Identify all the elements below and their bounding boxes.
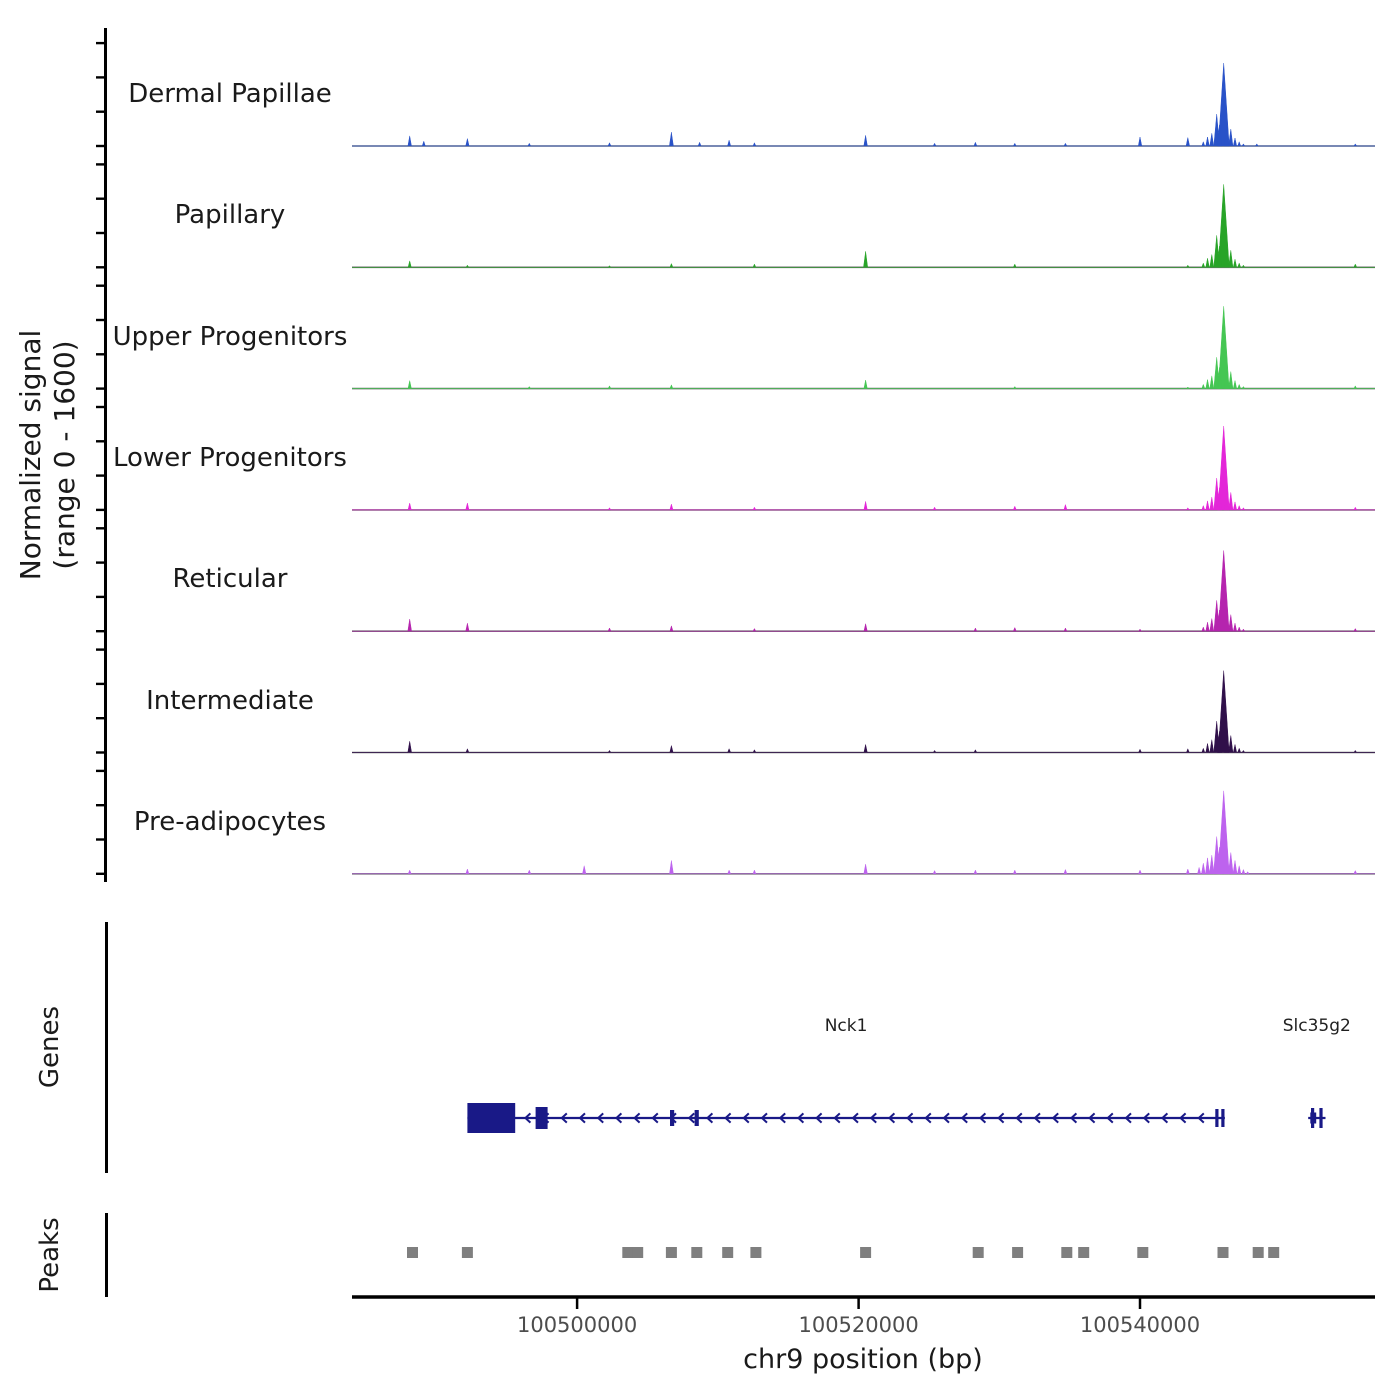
minus-strand-arrow-icon [942,1112,950,1124]
minus-strand-arrow-icon [869,1112,877,1124]
track-label-reticular: Reticular [173,564,288,594]
minus-strand-arrow-icon [1015,1112,1023,1124]
minus-strand-arrow-icon [1142,1112,1150,1124]
exon-block [535,1107,548,1129]
exon-block [1215,1109,1219,1127]
minus-strand-arrow-icon [760,1112,768,1124]
minus-strand-arrow-icon [596,1112,604,1124]
minus-strand-arrow-icon [1051,1112,1059,1124]
minus-strand-arrow-icon [742,1112,750,1124]
minus-strand-arrow-icon [1088,1112,1096,1124]
minus-strand-arrow-icon [960,1112,968,1124]
peak-call-box [1061,1247,1073,1258]
minus-strand-arrow-icon [1179,1112,1187,1124]
exon-block [1221,1109,1225,1127]
minus-strand-arrow-icon [705,1112,714,1124]
minus-strand-arrow-icon [687,1112,695,1124]
peak-call-box [632,1247,644,1258]
signal-tracks-layer [96,41,1375,875]
genes-layer [467,1103,1326,1133]
gene-name-nck1: Nck1 [825,1016,868,1036]
track-label-pre-adipocytes: Pre-adipocytes [134,807,326,837]
peak-call-box [1078,1247,1090,1258]
peak-call-box [1268,1247,1280,1258]
track-label-upper-progenitors: Upper Progenitors [113,322,348,352]
peak-call-box [860,1247,872,1258]
peak-call-box [691,1247,703,1258]
minus-strand-arrow-icon [978,1112,987,1124]
exon-block [1319,1108,1323,1128]
signal-area-dermal-papillae [352,63,1375,147]
minus-strand-arrow-icon [614,1112,623,1124]
track-label-papillary: Papillary [175,200,286,230]
minus-strand-arrow-icon [633,1112,641,1124]
signal-area-reticular [352,550,1375,632]
minus-strand-arrow-icon [1197,1112,1205,1124]
genes-section-label: Genes [35,1006,65,1088]
signal-area-papillary [352,184,1375,268]
peak-call-box [722,1247,734,1258]
minus-strand-arrow-icon [1106,1112,1114,1124]
minus-strand-arrow-icon [1033,1112,1041,1124]
peak-call-box [461,1247,473,1258]
minus-strand-arrow-icon [833,1112,841,1124]
peak-call-box [750,1247,762,1258]
exon-block [1310,1112,1317,1124]
x-axis-ticks-layer [575,1297,1142,1309]
track-label-lower-progenitors: Lower Progenitors [113,443,347,473]
peak-call-box [1012,1247,1024,1258]
minus-strand-arrow-icon [1069,1112,1078,1124]
track-label-intermediate: Intermediate [146,686,314,716]
minus-strand-arrow-icon [906,1112,914,1124]
peak-call-box [972,1247,984,1258]
peak-call-box [407,1247,418,1258]
peak-call-box [622,1247,634,1258]
signal-area-upper-progenitors [352,306,1375,389]
y-axis-label-line1: Normalized signal [14,330,47,581]
peak-call-box [1252,1247,1264,1258]
y-axis-label-line2: (range 0 - 1600) [48,340,81,569]
exon-block [467,1103,516,1133]
track-label-dermal-papillae: Dermal Papillae [128,79,332,109]
exon-block [670,1110,675,1126]
minus-strand-arrow-icon [560,1112,568,1124]
peak-call-box [665,1247,677,1258]
minus-strand-arrow-icon [924,1112,932,1124]
signal-area-pre-adipocytes [352,790,1375,875]
minus-strand-arrow-icon [815,1112,823,1124]
minus-strand-arrow-icon [1124,1112,1132,1124]
x-tick-label-100500000: 100500000 [517,1313,637,1337]
x-tick-label-100540000: 100540000 [1080,1313,1200,1337]
signal-area-lower-progenitors [352,425,1375,511]
signal-area-intermediate [352,670,1375,753]
minus-strand-arrow-icon [578,1112,586,1124]
minus-strand-arrow-icon [1160,1112,1169,1124]
minus-strand-arrow-icon [851,1112,859,1124]
minus-strand-arrow-icon [778,1112,786,1124]
x-axis-title: chr9 position (bp) [743,1344,983,1375]
minus-strand-arrow-icon [651,1112,659,1124]
peak-call-box [1137,1247,1149,1258]
gene-name-slc35g2: Slc35g2 [1283,1016,1351,1036]
minus-strand-arrow-icon [523,1112,532,1124]
peaks-section-label: Peaks [35,1217,65,1292]
minus-strand-arrow-icon [724,1112,732,1124]
minus-strand-arrow-icon [796,1112,805,1124]
peak-call-box [1217,1247,1229,1258]
minus-strand-arrow-icon [887,1112,896,1124]
exon-block [694,1110,699,1126]
minus-strand-arrow-icon [997,1112,1005,1124]
peak-calls-layer [407,1247,1280,1258]
x-tick-label-100520000: 100520000 [798,1313,918,1337]
